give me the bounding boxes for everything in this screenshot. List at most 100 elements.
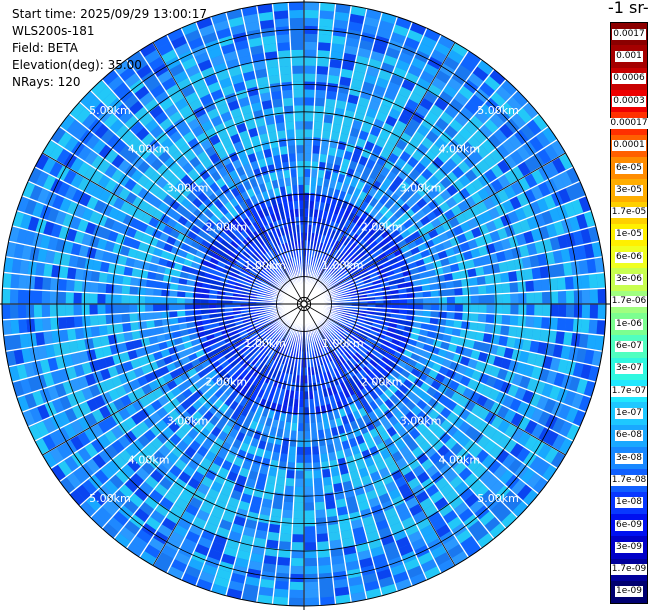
ray-gate-cell <box>329 247 336 256</box>
ray-gate-cell <box>185 285 195 293</box>
ray-gate-cell <box>416 197 428 209</box>
ray-gate-cell <box>326 275 334 283</box>
ray-gate-cell <box>297 423 304 432</box>
colorbar-segment: 6e-05 <box>611 156 647 180</box>
ray-gate-cell <box>304 454 313 463</box>
ray-gate-cell <box>50 127 66 144</box>
ray-gap-line <box>27 180 305 305</box>
ray-gate-cell <box>373 190 384 201</box>
nrays-label: NRays: 120 <box>12 75 81 89</box>
ray-gate-cell <box>288 398 294 407</box>
ray-gate-cell <box>504 169 517 185</box>
ray-gate-cell <box>167 566 185 580</box>
ray-gate-cell <box>119 201 132 214</box>
ray-gate-cell <box>113 284 123 295</box>
ray-gate-cell <box>346 349 355 357</box>
ray-gate-cell <box>404 71 419 85</box>
ray-gate-cell <box>377 373 387 383</box>
ray-gate-cell <box>433 97 449 111</box>
ray-gate-cell <box>84 181 98 196</box>
ray-gate-cell <box>29 185 43 202</box>
ray-gate-cell <box>282 260 288 269</box>
ray-gate-cell <box>294 486 304 495</box>
ray-gate-cell <box>378 466 391 478</box>
ray-gate-cell <box>227 471 239 483</box>
ray-gate-cell <box>98 449 113 464</box>
ray-gate-cell <box>289 390 295 399</box>
ray-gate-cell <box>325 90 337 100</box>
ray-gate-cell <box>71 451 86 468</box>
ray-gate-cell <box>189 523 204 537</box>
ray-gate-cell <box>205 351 215 360</box>
ray-gate-cell <box>400 368 411 379</box>
ray-gate-cell <box>129 304 138 314</box>
ray-gate-cell <box>33 304 43 319</box>
ray-gate-cell <box>358 500 371 512</box>
ray-gate-cell <box>210 89 224 101</box>
ray-gate-cell <box>487 459 502 474</box>
ray-gate-cell <box>248 344 257 352</box>
ray-gate-cell <box>278 346 285 355</box>
ray-gate-cell <box>135 467 150 482</box>
azimuth-spoke <box>152 42 305 305</box>
ray-gate-cell <box>254 68 268 79</box>
ray-gate-cell <box>229 329 239 337</box>
ray-gate-cell <box>411 405 423 416</box>
ray-gate-cell <box>279 412 287 422</box>
ray-gate-cell <box>143 49 161 65</box>
ray-gate-cell <box>104 430 118 445</box>
ray-gate-cell <box>171 269 182 278</box>
ray-gate-cell <box>349 286 358 292</box>
ray-gate-cell <box>331 385 339 395</box>
ray-gate-cell <box>187 230 198 241</box>
ray-gate-cell <box>123 266 133 277</box>
ray-gate-cell <box>500 357 512 370</box>
ray-gate-cell <box>500 79 517 96</box>
ray-gate-cell <box>245 478 257 489</box>
ray-gate-cell <box>446 304 455 312</box>
ray-gate-cell <box>355 226 364 236</box>
ray-gate-cell <box>145 287 154 297</box>
ray-gate-cell <box>361 474 373 486</box>
ray-gate-cell <box>463 366 475 378</box>
ray-gate-cell <box>211 374 222 384</box>
ray-gate-cell <box>410 230 421 241</box>
ray-gate-cell <box>369 329 379 337</box>
ray-gate-cell <box>415 297 424 304</box>
ray-gate-cell <box>369 207 379 218</box>
ray-gate-cell <box>310 422 318 431</box>
ray-gate-cell <box>84 427 98 443</box>
ray-gate-cell <box>233 336 243 344</box>
ray-gate-cell <box>292 526 304 535</box>
ray-gate-cell <box>205 219 216 229</box>
ray-gate-cell <box>120 394 132 408</box>
ray-gate-cell <box>407 240 418 250</box>
ray-gate-cell <box>121 295 130 304</box>
ray-gate-cell <box>300 367 304 376</box>
ray-gate-cell <box>318 348 324 357</box>
ray-gate-cell <box>469 478 484 493</box>
ray-gate-cell <box>391 469 404 481</box>
ray-gate-cell <box>375 77 389 89</box>
ray-gate-cell <box>313 477 324 487</box>
ray-gate-cell <box>404 363 415 373</box>
ray-gate-cell <box>240 493 253 504</box>
ray-gate-cell <box>321 355 327 365</box>
ray-gate-cell <box>168 111 183 124</box>
ray-gate-cell <box>415 77 431 91</box>
ray-gate-cell <box>150 510 166 524</box>
ray-gate-cell <box>502 453 517 469</box>
ray-gate-cell <box>406 224 418 235</box>
ray-gate-cell <box>541 278 550 291</box>
ray-gate-cell <box>266 260 274 269</box>
ray-gate-cell <box>239 200 249 211</box>
ray-gate-cell <box>274 237 281 246</box>
ray-gate-cell <box>324 354 330 364</box>
ray-gate-cell <box>450 335 460 345</box>
ray-gate-cell <box>365 107 378 119</box>
ray-gate-cell <box>421 558 438 573</box>
ray-gate-cell <box>368 496 381 508</box>
ray-gate-cell <box>386 81 401 94</box>
ray-gate-cell <box>529 135 544 152</box>
ray-gate-cell <box>482 332 493 344</box>
